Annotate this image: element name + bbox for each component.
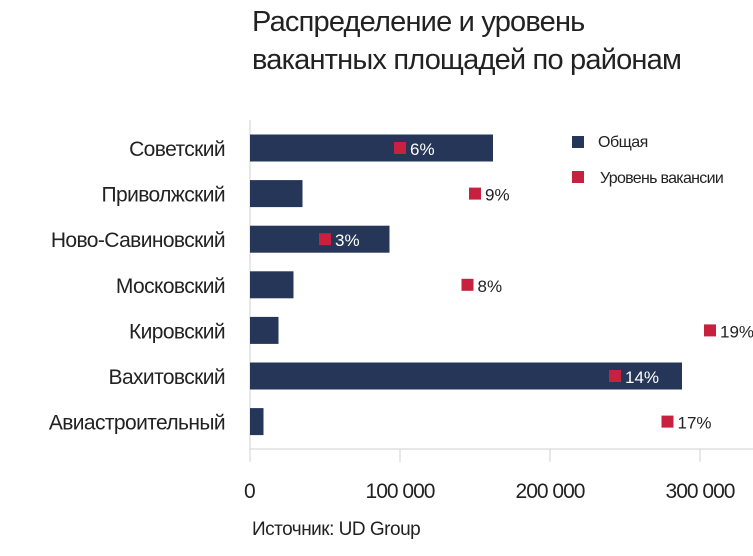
bar-total [250,271,294,299]
chart-title-line-2: вакантных площадей по районам [252,44,682,76]
bar-total [250,180,303,208]
marker-vacancy [469,187,481,200]
bar-total [250,134,493,162]
source-note: Источник: UD Group [252,519,421,540]
marker-vacancy [704,324,716,337]
category-label: Советский [129,138,225,161]
data-label-vacancy: 8% [478,277,503,296]
x-tick-label: 200 000 [516,480,585,503]
marker-vacancy [394,142,406,154]
category-label: Вахитовский [109,366,225,389]
legend-label-vacancy: Уровень вакансии [600,170,723,187]
category-label: Кировский [129,320,225,343]
chart-title-line-1: Распределение и уровень [252,6,585,38]
data-label-vacancy: 6% [410,140,435,159]
legend-swatch-vacancy [572,171,584,183]
category-label: Московский [116,275,225,298]
data-label-vacancy: 9% [485,186,510,205]
legend-label-total: Общая [598,134,648,151]
data-label-vacancy: 3% [335,231,360,250]
data-label-vacancy: 19% [720,322,753,341]
category-label: Приволжский [102,184,226,207]
data-label-vacancy: 17% [678,414,712,433]
category-label: Ново-Савиновский [51,229,225,252]
marker-vacancy [609,370,621,382]
data-label-vacancy: 14% [625,368,659,387]
marker-vacancy [461,278,474,291]
x-tick-label: 0 [244,480,255,503]
bar-total [250,316,279,344]
legend-swatch-total [572,136,584,148]
marker-vacancy [661,415,674,428]
x-tick-label: 300 000 [666,480,735,503]
marker-vacancy [319,233,331,246]
category-label: Авиастроительный [49,412,225,435]
bar-total [250,408,264,436]
x-tick-label: 100 000 [366,480,435,503]
